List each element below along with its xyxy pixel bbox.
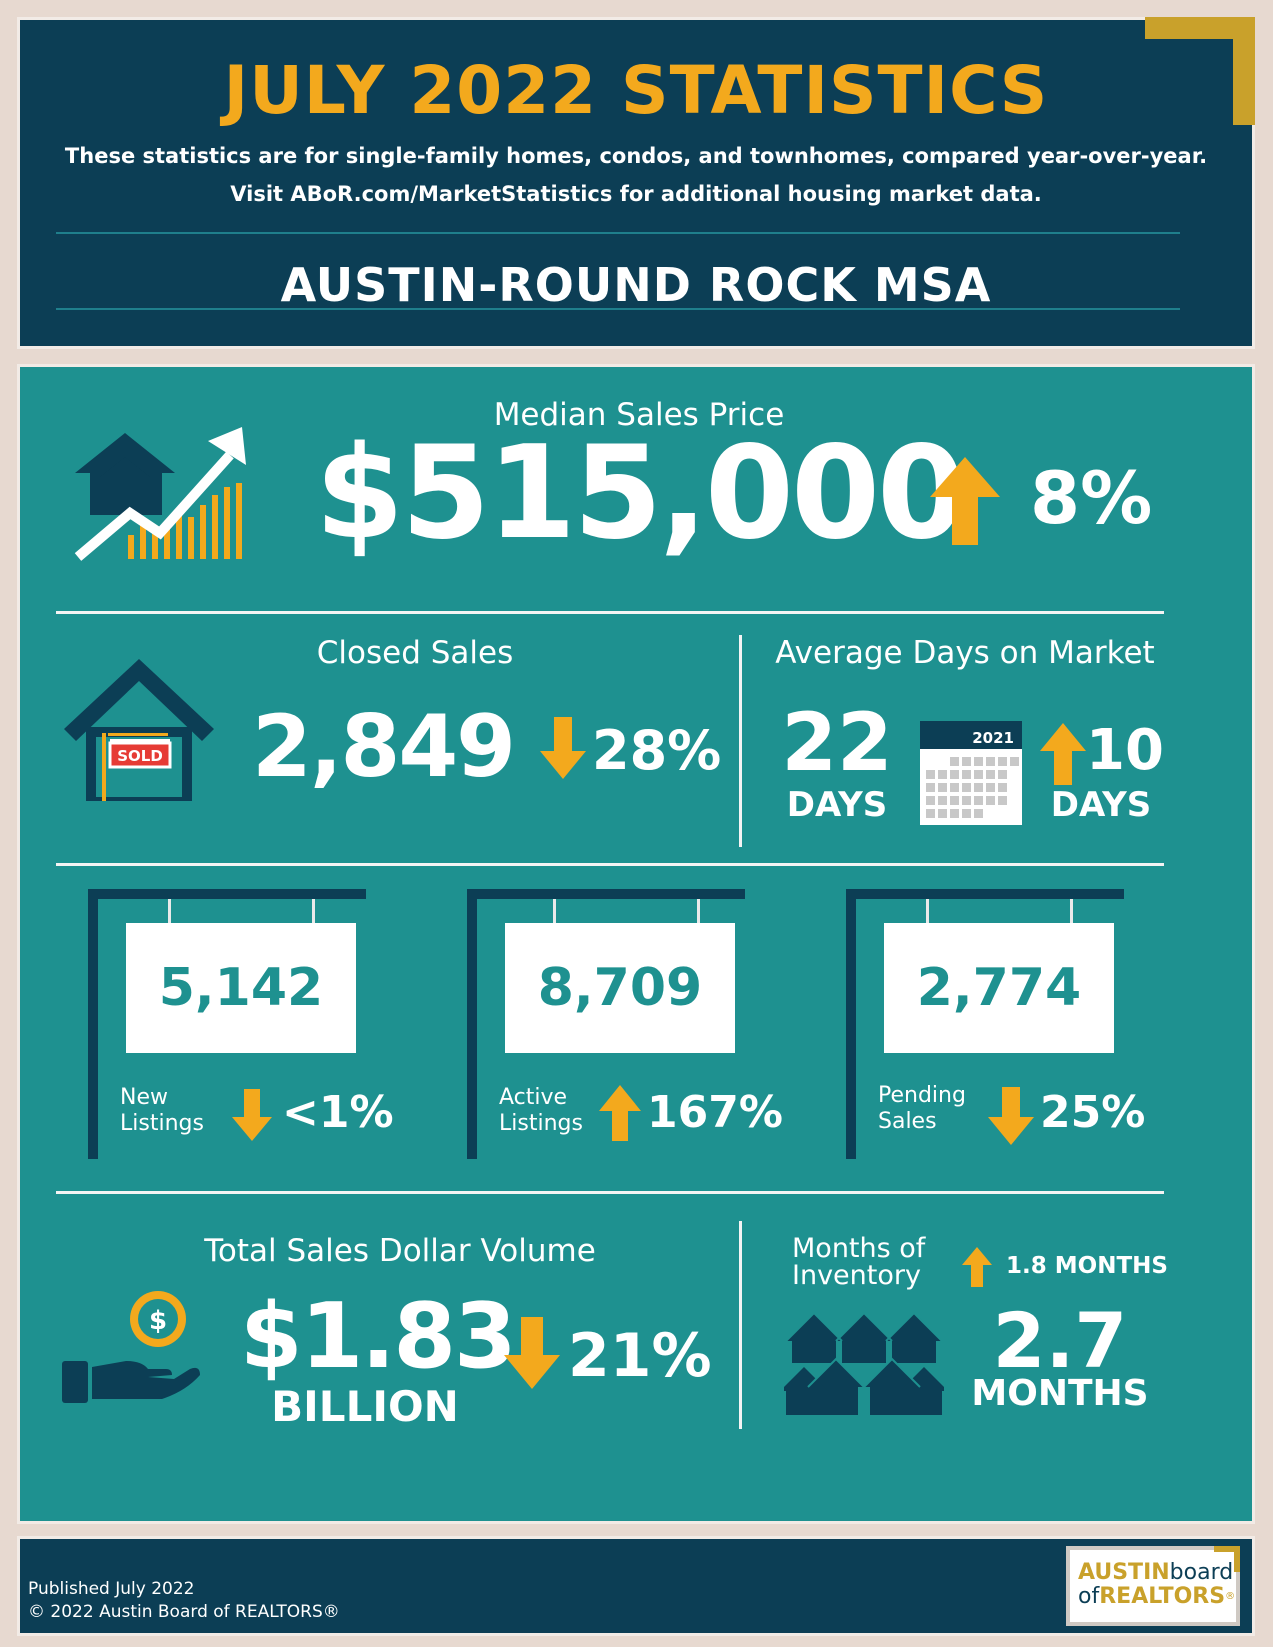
active-listings-label-line2: Listings <box>499 1111 583 1136</box>
footer-panel: Published July 2022 © 2022 Austin Board … <box>17 1536 1255 1636</box>
sold-house-icon: SOLD <box>64 659 214 801</box>
header-rule-bottom <box>56 308 1180 310</box>
inventory-label-line1: Months of <box>792 1233 926 1264</box>
days-on-market-value: 22 <box>781 696 893 789</box>
sign-chain <box>168 899 171 923</box>
new-listings-label-line1: New <box>120 1085 168 1110</box>
arrow-down-icon <box>232 1089 272 1141</box>
logo-line-2: ofREALTORS® <box>1078 1584 1235 1610</box>
new-listings-label-line2: Listings <box>120 1111 204 1136</box>
hand-coin-icon: $ <box>62 1291 200 1403</box>
sign-beam <box>88 889 366 899</box>
pending-sales-label-line1: Pending <box>878 1083 966 1108</box>
volume-value: $1.83 <box>240 1284 517 1389</box>
days-on-market-change: 10 <box>1086 718 1164 783</box>
sign-chain <box>926 899 929 923</box>
median-price-label: Median Sales Price <box>493 397 785 433</box>
header-panel: JULY 2022 STATISTICS These statistics ar… <box>17 17 1255 349</box>
sign-chain <box>553 899 556 923</box>
inventory-unit: MONTHS <box>971 1373 1149 1414</box>
region-title: AUSTIN-ROUND ROCK MSA <box>280 258 992 312</box>
sign-post <box>846 889 856 1159</box>
inventory-change: 1.8 MONTHS <box>1006 1253 1168 1279</box>
active-listings-change: 167% <box>647 1087 783 1138</box>
main-panel: Median Sales Price $515,000 8% Closed Sa… <box>17 364 1255 1524</box>
header-rule-top <box>56 232 1180 234</box>
median-price-value: $515,000 <box>315 419 966 568</box>
section-divider-3 <box>56 1191 1164 1194</box>
closed-sales-value: 2,849 <box>252 697 516 797</box>
logo-line-1: AUSTINboard <box>1078 1560 1233 1586</box>
logo-realtors: REALTORS <box>1099 1584 1226 1609</box>
copyright-text: © 2022 Austin Board of REALTORS® <box>28 1602 340 1622</box>
days-on-market-change-unit: DAYS <box>1050 785 1152 825</box>
active-listings-label-line1: Active <box>499 1085 568 1110</box>
closed-sales-change: 28% <box>592 719 722 782</box>
active-listings-value: 8,709 <box>505 923 735 1053</box>
pending-sales-value: 2,774 <box>884 923 1114 1053</box>
inventory-value: 2.7 <box>992 1296 1128 1385</box>
house-growth-chart-icon <box>74 427 246 561</box>
section-divider-2 <box>56 863 1164 866</box>
arrow-up-icon <box>599 1085 641 1141</box>
subtitle-line-1: These statistics are for single-family h… <box>64 144 1208 168</box>
arrow-up-icon <box>962 1247 992 1287</box>
calendar-year: 2021 <box>972 729 1014 747</box>
median-price-change: 8% <box>1030 456 1153 540</box>
sold-sign-text: SOLD <box>117 747 163 765</box>
logo-board: board <box>1169 1560 1234 1585</box>
sign-post <box>467 889 477 1159</box>
houses-icon <box>784 1311 944 1415</box>
closed-sales-label: Closed Sales <box>316 635 514 671</box>
sign-chain <box>1070 899 1073 923</box>
volume-label: Total Sales Dollar Volume <box>204 1233 596 1269</box>
arrow-down-icon <box>988 1087 1034 1145</box>
pending-sales-change: 25% <box>1040 1087 1146 1138</box>
new-listings-card: 5,142 New Listings <1% <box>88 889 394 1169</box>
coin-symbol: $ <box>149 1306 167 1336</box>
arrow-up-icon <box>1040 723 1086 785</box>
pending-sales-card: 2,774 Pending Sales 25% <box>846 889 1166 1169</box>
volume-unit: BILLION <box>271 1382 459 1431</box>
published-date: Published July 2022 <box>28 1579 195 1599</box>
logo-corner-accent <box>1214 1546 1240 1572</box>
logo-austin: AUSTIN <box>1078 1560 1170 1585</box>
abor-logo[interactable]: AUSTINboard ofREALTORS® <box>1066 1546 1240 1626</box>
days-on-market-label: Average Days on Market <box>775 635 1155 671</box>
sign-beam <box>846 889 1124 899</box>
sign-post <box>88 889 98 1159</box>
arrow-down-icon <box>540 717 586 779</box>
inventory-label-line2: Inventory <box>792 1260 921 1291</box>
arrow-up-icon <box>930 457 1000 545</box>
sign-beam <box>467 889 745 899</box>
section-divider-1 <box>56 611 1164 614</box>
new-listings-change: <1% <box>282 1087 394 1138</box>
new-listings-value: 5,142 <box>126 923 356 1053</box>
volume-change: 21% <box>568 1321 712 1391</box>
section-vdivider-1 <box>739 635 742 847</box>
arrow-down-icon <box>504 1317 560 1389</box>
logo-registered-mark: ® <box>1225 1591 1236 1602</box>
page-title: JULY 2022 STATISTICS <box>223 52 1049 129</box>
sign-chain <box>697 899 700 923</box>
days-on-market-unit: DAYS <box>786 785 888 825</box>
pending-sales-label-line2: Sales <box>878 1109 937 1134</box>
sign-chain <box>312 899 315 923</box>
subtitle-line-2: Visit ABoR.com/MarketStatistics for addi… <box>230 182 1042 206</box>
active-listings-card: 8,709 Active Listings 167% <box>467 889 787 1169</box>
calendar-icon: 2021 <box>920 721 1022 825</box>
corner-accent <box>1145 17 1255 125</box>
logo-of: of <box>1078 1584 1100 1609</box>
section-vdivider-2 <box>739 1221 742 1429</box>
